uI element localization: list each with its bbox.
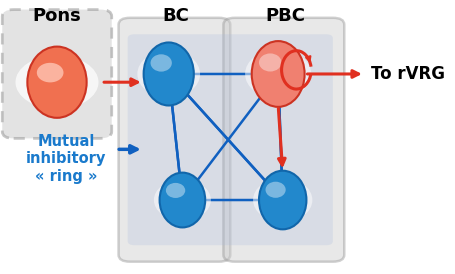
Ellipse shape xyxy=(253,178,312,222)
Text: To rVRG: To rVRG xyxy=(370,65,444,83)
Ellipse shape xyxy=(137,50,200,98)
Ellipse shape xyxy=(265,182,285,198)
Text: Mutual
inhibitory
« ring »: Mutual inhibitory « ring » xyxy=(26,134,106,184)
Ellipse shape xyxy=(143,42,193,105)
Ellipse shape xyxy=(37,63,63,82)
Ellipse shape xyxy=(258,171,306,229)
Ellipse shape xyxy=(251,41,304,107)
Ellipse shape xyxy=(15,56,98,109)
Ellipse shape xyxy=(27,47,86,118)
Ellipse shape xyxy=(159,173,205,227)
Ellipse shape xyxy=(150,54,172,72)
Ellipse shape xyxy=(245,49,311,99)
Ellipse shape xyxy=(166,183,185,198)
Ellipse shape xyxy=(258,53,281,72)
FancyBboxPatch shape xyxy=(118,18,230,262)
FancyBboxPatch shape xyxy=(127,34,332,245)
Text: PBC: PBC xyxy=(264,7,304,25)
Ellipse shape xyxy=(154,179,210,221)
FancyBboxPatch shape xyxy=(2,10,111,138)
FancyBboxPatch shape xyxy=(223,18,344,262)
Text: BC: BC xyxy=(162,7,188,25)
Text: Pons: Pons xyxy=(33,7,81,25)
